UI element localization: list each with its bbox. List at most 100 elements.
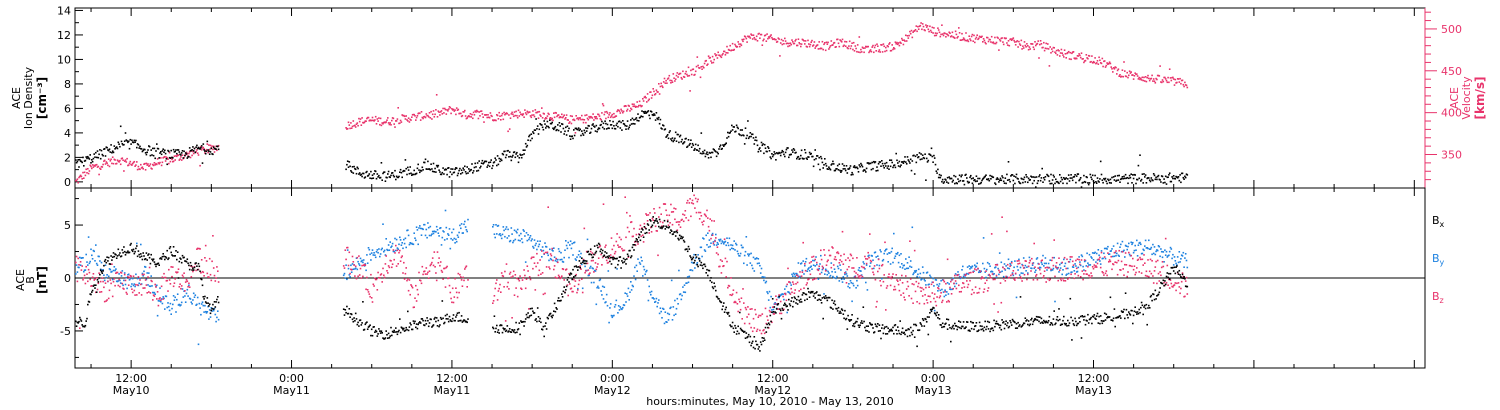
black-data-point <box>1110 182 1112 184</box>
blue-data-point <box>565 244 568 247</box>
red-data-point <box>597 263 599 265</box>
red-data-point <box>788 42 790 45</box>
black-data-point <box>763 152 765 155</box>
red-data-point <box>848 40 851 43</box>
blue-data-point <box>726 237 728 239</box>
black-data-point <box>653 113 655 115</box>
black-data-point <box>579 128 581 131</box>
red-data-point <box>951 31 954 34</box>
red-data-point <box>1022 45 1024 47</box>
blue-data-point <box>343 272 346 275</box>
red-data-point <box>209 144 212 147</box>
black-data-point <box>996 177 999 179</box>
black-data-point <box>720 148 723 150</box>
black-data-point <box>581 132 584 135</box>
blue-data-point <box>569 240 572 242</box>
black-data-point <box>116 255 119 257</box>
red-data-point <box>881 44 883 46</box>
black-data-point <box>431 168 433 170</box>
black-data-point <box>458 169 460 172</box>
blue-data-point <box>193 296 196 298</box>
black-data-point <box>638 120 640 122</box>
blue-data-point <box>1148 239 1150 242</box>
red-data-point <box>159 297 161 299</box>
blue-data-point <box>1109 250 1112 252</box>
red-data-point <box>690 73 693 76</box>
red-data-point <box>852 41 855 44</box>
red-data-point <box>710 237 712 240</box>
red-data-point <box>545 266 548 268</box>
red-data-point <box>153 162 156 164</box>
blue-data-point <box>121 270 124 272</box>
red-data-point <box>762 39 764 42</box>
red-data-point <box>954 37 956 39</box>
red-data-point <box>399 119 402 122</box>
red-data-point <box>512 270 515 273</box>
red-data-point <box>662 221 664 224</box>
black-data-point <box>528 134 531 137</box>
red-data-point <box>948 31 950 34</box>
black-data-point <box>707 157 710 159</box>
black-data-point <box>1164 175 1167 178</box>
blue-data-point <box>993 273 995 275</box>
blue-data-point <box>925 284 927 286</box>
red-data-point <box>635 105 638 108</box>
black-data-point <box>858 164 861 166</box>
blue-data-point <box>957 271 959 273</box>
red-data-point <box>812 44 815 46</box>
black-data-point <box>644 110 646 113</box>
red-data-point <box>580 268 582 270</box>
red-data-point <box>133 289 136 292</box>
red-data-point <box>678 73 680 76</box>
black-data-point <box>745 137 748 140</box>
black-data-point <box>1039 179 1042 182</box>
red-data-point <box>544 292 546 295</box>
blue-data-point <box>454 242 456 244</box>
black-data-point <box>753 143 756 145</box>
blue-data-point <box>501 233 504 236</box>
black-data-point <box>412 173 415 176</box>
black-data-point <box>487 164 489 167</box>
red-data-point <box>1145 80 1148 83</box>
red-data-point <box>889 276 891 279</box>
red-data-point <box>105 161 108 163</box>
blue-data-point <box>709 245 711 248</box>
blue-data-point <box>539 240 541 242</box>
red-data-point <box>387 117 389 119</box>
black-data-point <box>531 137 533 140</box>
black-data-point <box>747 120 749 122</box>
red-data-point <box>138 292 140 294</box>
black-data-point <box>618 120 621 122</box>
black-data-point <box>796 157 798 160</box>
black-data-point <box>899 165 901 168</box>
red-data-point <box>926 25 929 27</box>
blue-data-point <box>815 256 817 258</box>
red-data-point <box>411 116 413 118</box>
blue-data-point <box>759 264 761 267</box>
black-data-point <box>881 162 884 165</box>
red-data-point <box>185 278 188 281</box>
blue-data-point <box>814 265 816 267</box>
black-data-point <box>887 165 889 167</box>
blue-data-point <box>1141 252 1144 255</box>
red-data-point <box>1175 289 1177 292</box>
red-data-point <box>197 154 200 156</box>
blue-data-point <box>111 270 113 273</box>
black-data-point <box>1112 176 1115 178</box>
black-data-point <box>774 152 776 155</box>
red-data-point <box>955 33 958 36</box>
blue-data-point <box>380 248 383 251</box>
red-data-point <box>860 265 863 268</box>
red-data-point <box>1075 259 1077 262</box>
red-data-point <box>526 110 529 113</box>
red-data-point <box>1031 257 1033 260</box>
black-data-point <box>529 139 532 142</box>
blue-data-point <box>439 227 442 229</box>
black-data-point <box>915 161 918 164</box>
blue-data-point <box>176 293 179 295</box>
red-data-point <box>1073 277 1076 280</box>
black-data-point <box>200 145 203 147</box>
black-data-point <box>92 157 95 160</box>
black-data-point <box>780 151 783 154</box>
red-data-point <box>936 296 938 298</box>
